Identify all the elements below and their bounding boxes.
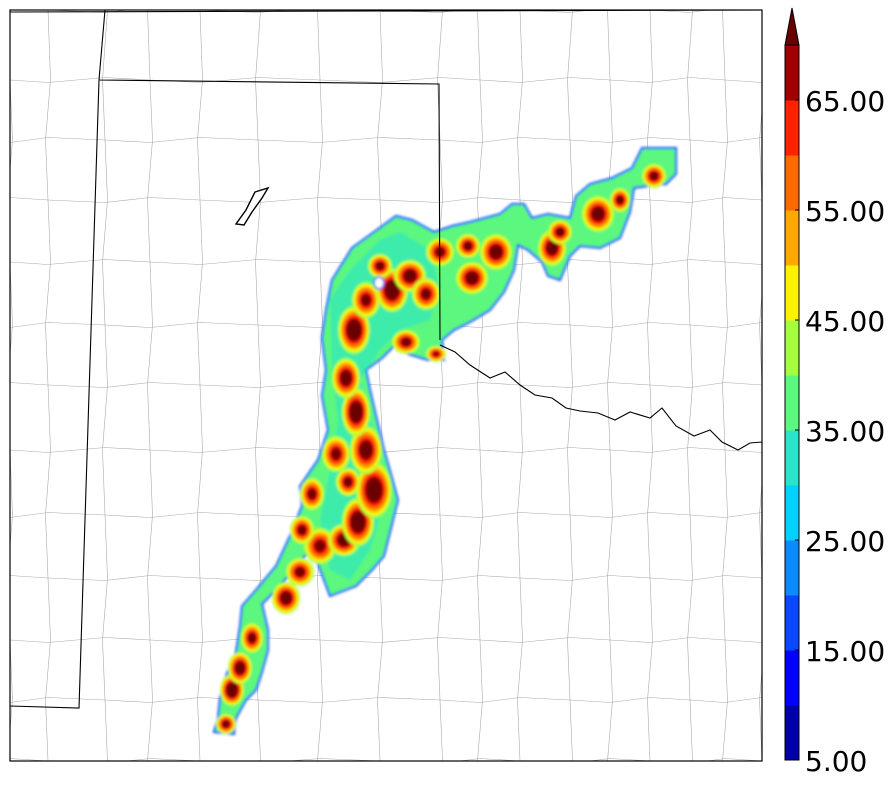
colorbar-bin: [785, 45, 799, 101]
colorbar-bin: [785, 320, 799, 376]
echo-core: [362, 295, 370, 305]
echo-core: [432, 351, 440, 357]
echo-core: [340, 536, 348, 544]
map-layers: [10, 10, 762, 761]
county-line: [10, 697, 762, 703]
colorbar: 5.00 15.00 25.00 35.00 45.00 55.00 65.00: [784, 7, 885, 778]
echo-core: [492, 248, 500, 256]
echo-core: [376, 262, 384, 270]
echo-core: [228, 686, 236, 694]
echo-core: [248, 634, 256, 642]
county-line: [607, 10, 613, 761]
county-line: [10, 637, 762, 643]
colorbar-bin: [785, 540, 799, 596]
colorbar-tick-label: 35.00: [805, 415, 885, 448]
colorbar-tick-label: 15.00: [805, 635, 885, 668]
colorbar-bin: [785, 155, 799, 211]
county-line: [10, 512, 762, 518]
echo-core: [548, 244, 556, 252]
colorbar-tick-label: 25.00: [805, 525, 885, 558]
echo-core: [594, 210, 602, 218]
echo-core: [422, 290, 430, 298]
county-line: [759, 10, 762, 761]
echo-core: [370, 485, 378, 495]
colorbar-bin: [785, 595, 799, 651]
colorbar-bin: [785, 430, 799, 486]
echo-core: [296, 568, 304, 576]
echo-core: [344, 478, 352, 486]
echo-core: [402, 338, 410, 346]
county-line: [147, 10, 153, 761]
colorbar-tick-label: 55.00: [805, 195, 885, 228]
echo-core: [236, 664, 244, 672]
county-line: [10, 575, 762, 581]
county-line: [10, 447, 762, 453]
map-frame: [9, 9, 763, 762]
colorbar-tick-label: 5.00: [805, 745, 867, 778]
county-line: [477, 10, 483, 761]
state-boundary-left: [10, 10, 441, 709]
colorbar-bin: [785, 485, 799, 541]
echo-core: [350, 325, 358, 335]
echo-hole: [373, 276, 385, 290]
county-line: [317, 10, 323, 761]
echo-core: [650, 172, 658, 180]
colorbar-bin: [785, 265, 799, 321]
colorbar-tick-label: 45.00: [805, 305, 885, 338]
county-line: [687, 10, 693, 761]
echo-core: [352, 407, 360, 417]
county-line: [10, 382, 762, 388]
echo-core: [354, 517, 362, 527]
colorbar-bin: [785, 100, 799, 156]
county-line: [10, 137, 762, 143]
county-line: [10, 77, 762, 83]
colorbar-bin: [785, 650, 799, 706]
echo-core: [388, 285, 396, 295]
colorbar-tick-label: 65.00: [805, 85, 885, 118]
river-border: [439, 344, 762, 451]
echo-core: [556, 228, 564, 236]
county-line: [102, 10, 108, 761]
colorbar-extend-arrow: [784, 7, 800, 46]
echo-core: [316, 541, 324, 551]
reflectivity-field: [212, 147, 677, 736]
county-boundaries: [10, 10, 762, 761]
echo-core: [222, 720, 230, 728]
echo-core: [282, 594, 290, 602]
county-line: [722, 10, 728, 761]
colorbar-bin: [785, 210, 799, 266]
colorbar-bin: [785, 375, 799, 431]
echo-core: [298, 526, 306, 534]
echo-core: [308, 490, 316, 498]
echo-core: [362, 445, 370, 455]
echo-core: [332, 449, 340, 459]
echo-core: [616, 196, 624, 204]
lake-outline: [234, 186, 270, 226]
county-line: [567, 10, 573, 761]
echo-core: [342, 373, 350, 383]
echo-core: [468, 274, 476, 282]
echo-core: [406, 272, 414, 280]
echo-envelope: [212, 147, 677, 736]
colorbar-outline: [784, 44, 800, 761]
echo-core: [464, 242, 472, 250]
colorbar-bin: [785, 705, 799, 761]
